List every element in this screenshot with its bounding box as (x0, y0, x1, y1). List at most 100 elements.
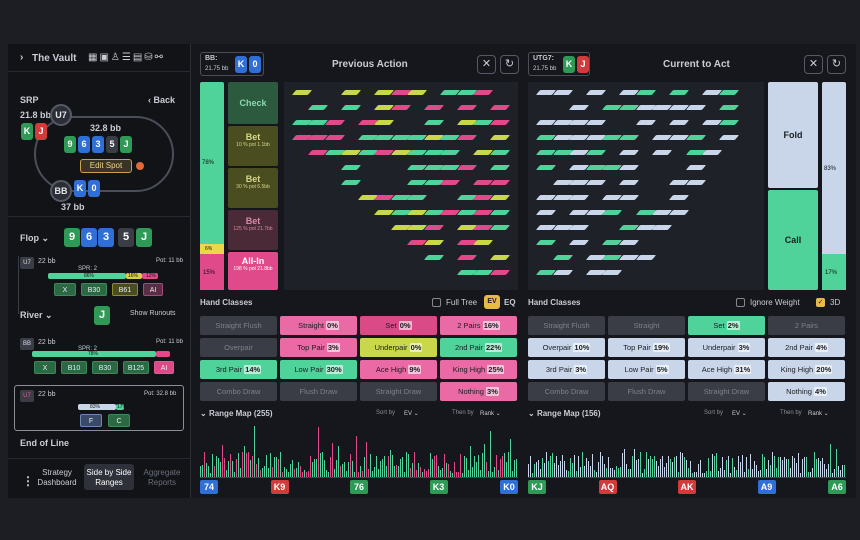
range-cell[interactable] (489, 135, 510, 140)
action-check[interactable]: X (54, 283, 76, 296)
more-icon[interactable]: ⋮ (22, 474, 34, 488)
hand-class-tile[interactable]: Top Pair 19% (608, 338, 685, 357)
range-cell[interactable] (635, 120, 656, 125)
range-cell[interactable] (374, 120, 395, 125)
then-by-select[interactable]: Rank ⌄ (480, 411, 501, 417)
range-cell[interactable] (489, 180, 510, 185)
range-cell[interactable] (635, 255, 656, 260)
range-cell[interactable] (423, 240, 444, 245)
range-cell[interactable] (618, 165, 640, 170)
back-button[interactable]: ‹ Back (148, 95, 176, 105)
range-map-card[interactable]: AQ (598, 480, 617, 494)
strategy-bet-10[interactable]: Bet 10 % pot 1.1bb (228, 126, 278, 166)
range-cell[interactable] (585, 150, 606, 155)
range-cell[interactable] (685, 135, 706, 140)
range-cell[interactable] (472, 240, 494, 245)
range-cell[interactable] (489, 270, 510, 275)
then-by-select[interactable]: Rank ⌄ (808, 411, 829, 417)
range-cell[interactable] (569, 195, 590, 200)
chevron-right-icon[interactable]: › (20, 52, 24, 63)
action-allin[interactable]: AI (154, 361, 174, 374)
hand-class-tile[interactable]: Set 2% (688, 316, 765, 335)
range-cell[interactable] (618, 135, 640, 140)
range-cell[interactable] (552, 255, 573, 260)
range-map-chart[interactable] (528, 422, 846, 478)
range-cell[interactable] (652, 150, 673, 155)
action-b10[interactable]: B10 (61, 361, 87, 374)
range-cell[interactable] (585, 120, 606, 125)
range-cell[interactable] (341, 165, 362, 170)
hand-class-tile[interactable]: Underpair 0% (360, 338, 437, 357)
range-cell[interactable] (569, 225, 590, 230)
range-map-card[interactable]: K9 (270, 480, 289, 494)
sort-by-select[interactable]: EV ⌄ (732, 411, 747, 417)
3d-checkbox[interactable]: ✓ (816, 298, 825, 307)
range-cell[interactable] (489, 165, 510, 170)
range-map-card[interactable]: 76 (350, 480, 368, 494)
action-allin[interactable]: AI (143, 283, 163, 296)
range-cell[interactable] (668, 195, 690, 200)
action-b125[interactable]: B125 (123, 361, 149, 374)
eq-toggle[interactable]: EQ (504, 298, 516, 307)
refresh-icon[interactable]: ↻ (500, 55, 519, 74)
toolbar-icons[interactable]: ▦▣♙☰▤⛁⚯ (88, 52, 166, 63)
range-cell[interactable] (618, 240, 640, 245)
flop-label[interactable]: Flop ⌄ (20, 233, 50, 243)
range-cell[interactable] (489, 210, 510, 215)
range-cell[interactable] (652, 225, 673, 230)
hero-seat[interactable]: U7 (50, 104, 72, 126)
hand-class-tile[interactable]: 2nd Pair 22% (440, 338, 517, 357)
range-cell[interactable] (489, 120, 510, 125)
hand-class-tile[interactable]: Underpair 3% (688, 338, 765, 357)
hand-class-tile[interactable]: Low Pair 5% (608, 360, 685, 379)
range-cell[interactable] (440, 150, 461, 155)
action-b30[interactable]: B30 (92, 361, 118, 374)
range-map-card[interactable]: AK (678, 480, 696, 494)
range-map-card[interactable]: K3 (429, 480, 448, 494)
range-cell[interactable] (535, 240, 557, 245)
range-grid[interactable] (284, 82, 518, 290)
range-cell[interactable] (489, 195, 510, 200)
range-cell[interactable] (341, 90, 362, 95)
range-cell[interactable] (618, 180, 640, 185)
range-cell[interactable] (668, 120, 690, 125)
edit-spot-button[interactable]: Edit Spot (80, 159, 132, 173)
range-cell[interactable] (718, 135, 739, 140)
strategy-allin[interactable]: All-In 198 % pot 21.8bb (228, 252, 278, 290)
strategy-bet-30[interactable]: Bet 30 % pot 6.5bb (228, 168, 278, 208)
range-cell[interactable] (324, 120, 346, 125)
range-cell[interactable] (618, 195, 640, 200)
hand-class-tile[interactable]: Overpair (200, 338, 277, 357)
hand-class-tile[interactable]: Nothing 3% (440, 382, 517, 401)
tab-aggregate-reports[interactable]: Aggregate Reports (143, 468, 181, 487)
tab-side-by-side[interactable]: Side by Side Ranges (84, 464, 134, 490)
river-label[interactable]: River ⌄ (20, 310, 53, 320)
range-cell[interactable] (569, 105, 590, 110)
hand-class-tile[interactable]: 2 Pairs (768, 316, 845, 335)
hand-class-tile[interactable]: 3rd Pair 14% (200, 360, 277, 379)
range-cell[interactable] (407, 90, 428, 95)
refresh-icon[interactable]: ↻ (827, 55, 846, 74)
hand-class-tile[interactable]: Straight Flush (528, 316, 605, 335)
sort-by-select[interactable]: EV ⌄ (404, 411, 419, 417)
hand-class-tile[interactable]: King High 20% (768, 360, 845, 379)
range-cell[interactable] (602, 210, 623, 215)
strategy-fold[interactable]: Fold (768, 82, 818, 188)
hand-class-tile[interactable]: Flush Draw (608, 382, 685, 401)
range-cell[interactable] (456, 105, 477, 110)
bb-seat[interactable]: BB (50, 180, 72, 202)
range-map-chart[interactable] (200, 422, 518, 478)
range-cell[interactable] (585, 180, 606, 185)
range-map-card[interactable]: KJ (528, 480, 546, 494)
range-cell[interactable] (535, 165, 557, 170)
hand-class-tile[interactable]: Combo Draw (200, 382, 277, 401)
hand-class-tile[interactable]: Combo Draw (528, 382, 605, 401)
range-cell[interactable] (535, 210, 557, 215)
close-icon[interactable]: ✕ (804, 55, 823, 74)
range-cell[interactable] (390, 105, 411, 110)
range-grid[interactable] (528, 82, 764, 290)
range-cell[interactable] (423, 225, 444, 230)
range-cell[interactable] (423, 120, 444, 125)
range-map-card[interactable]: A6 (828, 480, 846, 494)
range-cell[interactable] (668, 90, 690, 95)
